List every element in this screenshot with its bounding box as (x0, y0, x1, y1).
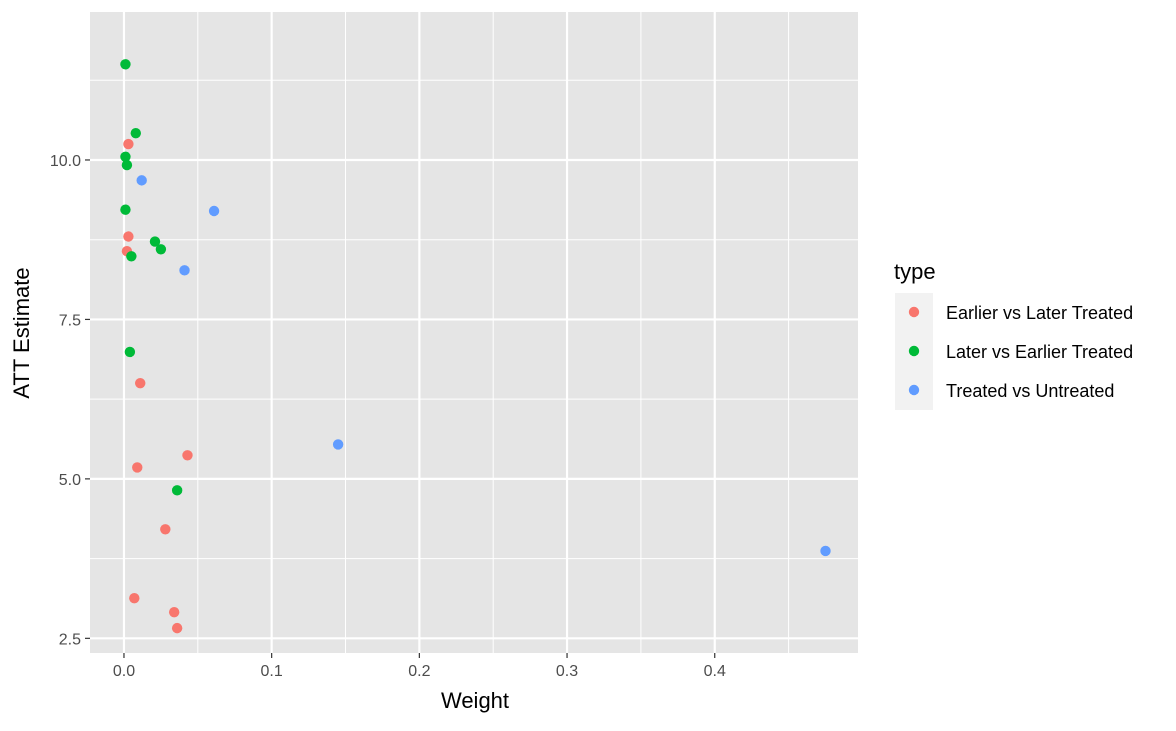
y-axis-title: ATT Estimate (9, 267, 34, 398)
data-point (171, 485, 183, 496)
x-tick-label: 0.2 (408, 663, 430, 680)
y-tick-label: 7.5 (59, 312, 81, 329)
data-points (120, 59, 831, 634)
axes: 0.0 0.1 0.2 0.3 0.4 2.5 5.0 7.5 10.0 (50, 153, 726, 680)
data-point (136, 175, 147, 186)
data-point (129, 592, 140, 604)
data-point (120, 151, 131, 162)
x-tick-label: 0.0 (113, 663, 135, 680)
data-point (121, 159, 133, 171)
legend-label: Later vs Earlier Treated (946, 342, 1133, 362)
data-point (126, 251, 137, 262)
data-point (171, 622, 183, 634)
data-point (120, 59, 131, 70)
x-tick-label: 0.4 (704, 663, 726, 680)
y-tick-label: 2.5 (59, 631, 81, 648)
x-tick-label: 0.3 (556, 663, 578, 680)
plot-panel (90, 12, 858, 653)
data-point (179, 265, 190, 276)
data-point (123, 138, 134, 150)
legend-label: Earlier vs Later Treated (946, 303, 1133, 323)
data-point (120, 204, 131, 215)
y-tick-label: 5.0 (59, 472, 81, 489)
legend-key (908, 384, 920, 396)
data-point (820, 545, 831, 557)
data-point (168, 606, 180, 618)
data-point (130, 127, 141, 139)
grid (90, 12, 858, 653)
legend: type Earlier vs Later Treated Later vs Ea… (894, 259, 1133, 410)
y-tick-label: 10.0 (50, 153, 81, 170)
legend-items: Earlier vs Later Treated Later vs Earlier… (908, 303, 1133, 401)
data-point (182, 450, 193, 461)
data-point (149, 236, 161, 247)
data-point (160, 524, 171, 535)
panel-background (90, 12, 858, 653)
data-point (332, 439, 344, 450)
data-point (208, 205, 220, 217)
legend-label: Treated vs Untreated (946, 381, 1114, 401)
data-point (135, 378, 146, 389)
legend-key (908, 306, 920, 318)
data-point (132, 462, 143, 473)
x-axis-title: Weight (441, 688, 509, 713)
data-point (124, 346, 136, 358)
x-tick-label: 0.1 (261, 663, 283, 680)
legend-title: type (894, 259, 936, 284)
data-point (123, 231, 134, 242)
data-point (155, 244, 167, 255)
legend-key (908, 345, 920, 357)
